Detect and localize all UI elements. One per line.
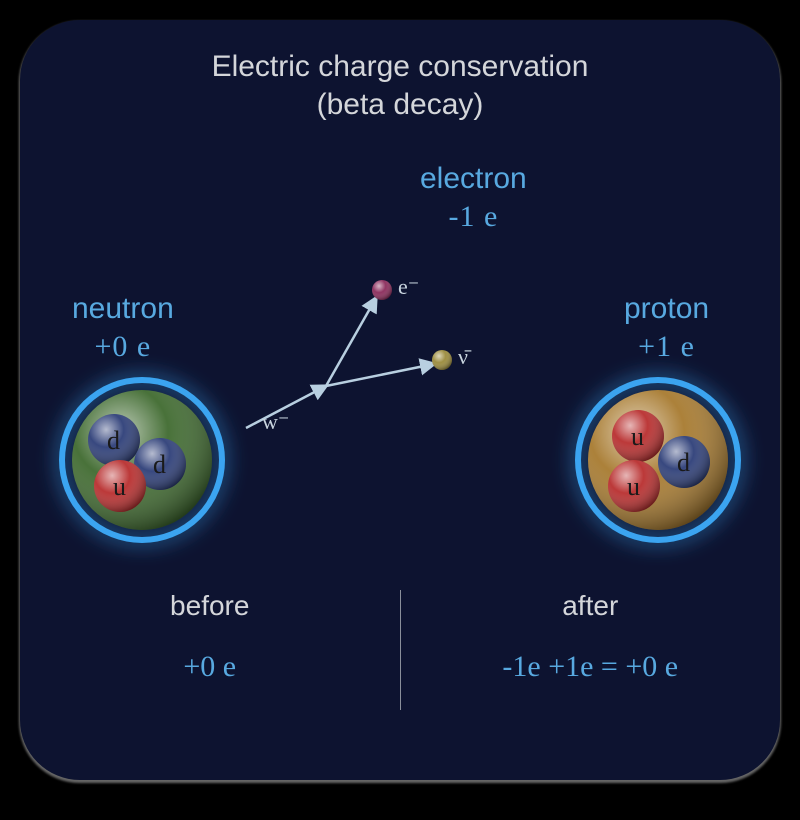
after-equation: -1e +1e = +0 e xyxy=(401,650,781,684)
antineutrino-particle-symbol: ν̄ xyxy=(458,344,472,369)
proton-quark-label: d xyxy=(677,448,690,477)
equation-row: before +0 e after -1e +1e = +0 e xyxy=(20,590,780,730)
before-equation: +0 e xyxy=(20,650,400,684)
before-heading: before xyxy=(20,590,400,622)
antineutrino-arrow xyxy=(326,364,434,386)
electron-arrow xyxy=(326,298,376,386)
electron-particle-symbol: e⁻ xyxy=(398,274,419,299)
diagram-card: Electric charge conservation (beta decay… xyxy=(20,20,780,780)
neutron-quark-label: d xyxy=(153,450,166,479)
neutron-quark-label: d xyxy=(107,426,120,455)
before-column: before +0 e xyxy=(20,590,400,730)
electron-particle-shine-icon xyxy=(372,280,392,300)
antineutrino-particle-shine-icon xyxy=(432,350,452,370)
after-heading: after xyxy=(401,590,781,622)
neutron-quark-label: u xyxy=(113,472,126,501)
after-column: after -1e +1e = +0 e xyxy=(401,590,781,730)
w-boson-label: w⁻ xyxy=(262,409,290,434)
proton-quark-label: u xyxy=(627,472,640,501)
proton-quark-label: u xyxy=(631,422,644,451)
